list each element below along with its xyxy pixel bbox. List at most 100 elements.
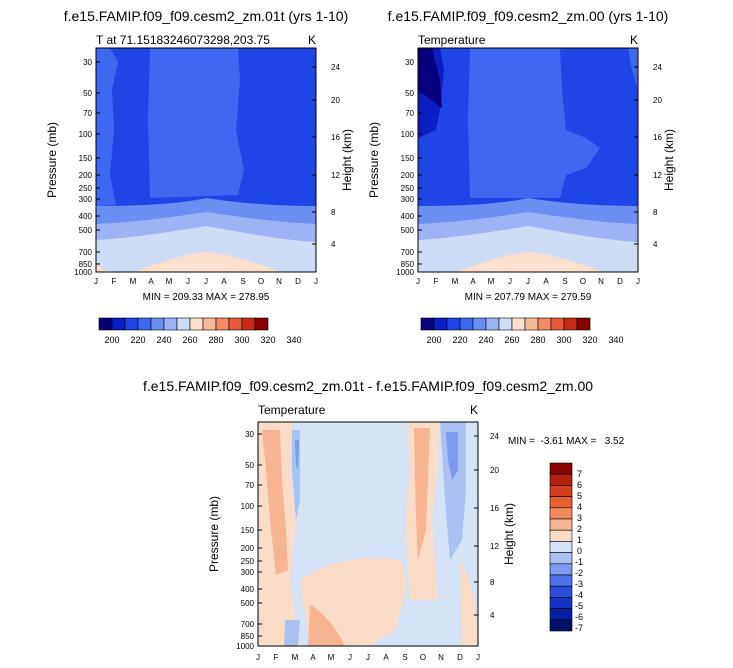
- panel-b-cbar-label: 340: [608, 335, 623, 345]
- panel-b-xtick-label: O: [580, 277, 586, 286]
- panel-a-ytick-label: 50: [83, 89, 92, 98]
- colorbar-swatch: [433, 317, 448, 331]
- colorbar-swatch: [549, 608, 573, 621]
- colorbar-swatch: [228, 317, 243, 331]
- panel-b-ytick-label: 70: [405, 109, 414, 118]
- panel-c-fill-10: [440, 422, 466, 560]
- panel-a-cbar-label: 220: [130, 335, 145, 345]
- panel-c: f.e15.FAMIP.f09_f09.cesm2_zm.01t - f.e15…: [143, 378, 625, 662]
- panel-a-ytick-label: 250: [79, 184, 93, 193]
- colorbar-swatch: [459, 317, 474, 331]
- panel-c-cbar-label: -6: [575, 612, 583, 622]
- colorbar-swatch: [563, 317, 578, 331]
- colorbar-swatch: [524, 317, 539, 331]
- panel-c-ytick-label: 300: [241, 568, 255, 577]
- colorbar-swatch: [215, 317, 230, 331]
- panel-c-fill-7: [308, 605, 345, 646]
- colorbar-swatch: [202, 317, 217, 331]
- panel-b-stats: MIN = 207.79 MAX = 279.59: [465, 292, 592, 303]
- colorbar-swatch: [549, 574, 573, 587]
- panel-c-cbar-label: 0: [577, 546, 582, 556]
- panel-c-xticks: J F M A M J J A S O N D J: [256, 653, 480, 662]
- colorbar-swatch: [241, 317, 256, 331]
- panel-a-cbar-label: 320: [260, 335, 275, 345]
- panel-a-ytick-label: 700: [79, 248, 93, 257]
- panel-b-fill-3: [418, 48, 442, 108]
- colorbar-swatch: [189, 317, 204, 331]
- panel-b-cbar-label: 220: [452, 335, 467, 345]
- panel-c-ytick-label: 100: [241, 502, 255, 511]
- panel-c-xtick-label: A: [310, 653, 316, 662]
- panel-c-fill-5: [295, 440, 299, 470]
- panel-a-fill-3: [148, 48, 244, 198]
- panel-b-cbar-label: 320: [582, 335, 597, 345]
- panel-c-ytick-right-label: 4: [490, 611, 495, 620]
- colorbar-swatch: [176, 317, 191, 331]
- panel-a-xtick-label: A: [221, 277, 227, 286]
- panel-c-ytick-label: 70: [245, 481, 254, 490]
- panel-c-ytick-label: 1000: [236, 642, 254, 651]
- panel-a-ytick-label: 70: [83, 109, 92, 118]
- panel-b-left-label: Temperature: [418, 33, 486, 47]
- panel-a: f.e15.FAMIP.f09_f09.cesm2_zm.01t (yrs 1-…: [45, 8, 354, 345]
- panel-b-ytick-label: 300: [401, 195, 415, 204]
- panel-b-cbar-label: 280: [530, 335, 545, 345]
- panel-c-cbar-label: -4: [575, 590, 583, 600]
- colorbar-swatch: [549, 619, 573, 632]
- panel-b-ylabel-right: Height (km): [662, 129, 676, 191]
- colorbar-swatch: [550, 317, 565, 331]
- panel-a-yticks: 30 50 70 100 150 200 250 300 400 500 700…: [74, 58, 100, 277]
- panel-a-ytick-label: 300: [79, 195, 93, 204]
- panel-c-colorbar: [549, 462, 573, 632]
- panel-c-xtick-label: M: [328, 653, 335, 662]
- panel-a-ylabel: Pressure (mb): [45, 122, 59, 198]
- panel-a-ytick-right-label: 16: [331, 133, 340, 142]
- panel-b-unit-label: K: [630, 33, 638, 47]
- panel-c-yticks: 30 50 70 100 150 200 250 300 400 500 700…: [236, 430, 262, 651]
- panel-b-ytick-right-label: 20: [653, 96, 662, 105]
- panel-b-yticks-right: 24 20 16 12 8 4: [634, 63, 662, 249]
- panel-b-cbar-label: 240: [478, 335, 493, 345]
- panel-c-cbar-label: 7: [577, 469, 582, 479]
- panel-c-xtick-label: J: [366, 653, 370, 662]
- panel-b: f.e15.FAMIP.f09_f09.cesm2_zm.00 (yrs 1-1…: [367, 8, 676, 345]
- panel-b-xtick-label: M: [488, 277, 495, 286]
- panel-a-cbar-label: 340: [286, 335, 301, 345]
- panel-b-fill-5: [628, 48, 638, 90]
- panel-c-cbar-label: 6: [577, 480, 582, 490]
- panel-a-ytick-label: 200: [79, 171, 93, 180]
- panel-b-xticks: J F M A M J J A S O N D J: [416, 277, 640, 286]
- panel-c-xtick-label: J: [348, 653, 352, 662]
- panel-c-xtick-label: J: [256, 653, 260, 662]
- colorbar-swatch: [511, 317, 526, 331]
- panel-a-xtick-label: J: [314, 277, 318, 286]
- panel-c-cbar-label: -5: [575, 601, 583, 611]
- panel-c-xtick-label: S: [402, 653, 407, 662]
- panel-c-cbar-label: 3: [577, 513, 582, 523]
- panel-b-colorbar: [420, 317, 591, 331]
- panel-b-ytick-label: 100: [401, 130, 415, 139]
- panel-b-fill-4: [468, 48, 600, 198]
- panel-a-ytick-label: 400: [79, 212, 93, 221]
- panel-a-fill-7: [135, 252, 280, 272]
- colorbar-swatch: [485, 317, 500, 331]
- panel-c-cbar-label: 2: [577, 524, 582, 534]
- panel-c-ytick-label: 500: [241, 599, 255, 608]
- panel-b-xtick-label: J: [636, 277, 640, 286]
- panel-c-ylabel: Pressure (mb): [207, 496, 221, 572]
- panel-a-ytick-right-label: 24: [331, 63, 340, 72]
- panel-c-ytick-right-label: 12: [490, 542, 499, 551]
- panel-c-ytick-right-label: 24: [490, 432, 499, 441]
- panel-a-frame: [95, 47, 317, 273]
- colorbar-swatch: [163, 317, 178, 331]
- colorbar-swatch: [549, 507, 573, 520]
- panel-c-ytick-label: 250: [241, 557, 255, 566]
- panel-c-xtick-label: D: [457, 653, 463, 662]
- panel-b-ytick-label: 400: [401, 212, 415, 221]
- panel-a-cbar-label: 280: [208, 335, 223, 345]
- panel-c-ytick-label: 700: [241, 620, 255, 629]
- colorbar-swatch: [549, 473, 573, 486]
- panel-c-title: f.e15.FAMIP.f09_f09.cesm2_zm.01t - f.e15…: [143, 378, 593, 394]
- colorbar-swatch: [111, 317, 126, 331]
